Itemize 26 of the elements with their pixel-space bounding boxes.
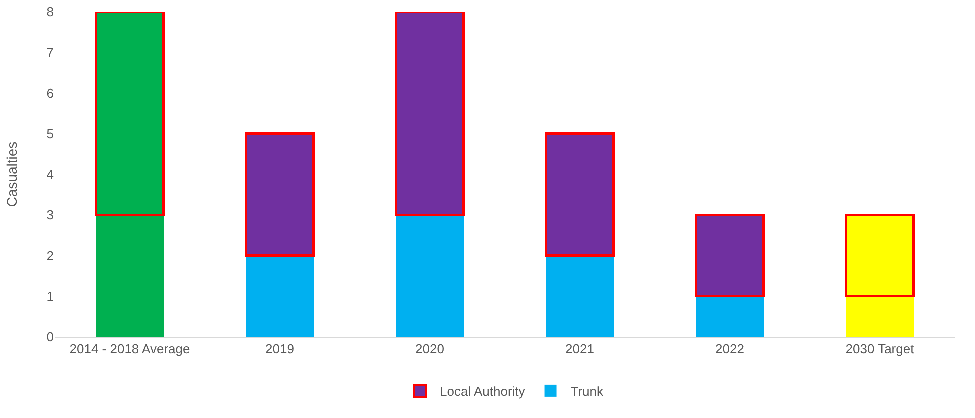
- y-tick-label: 5: [46, 126, 54, 142]
- bar: [246, 256, 314, 337]
- x-tick-label: 2021: [566, 342, 594, 357]
- x-tick-label: 2022: [716, 342, 744, 357]
- legend-label: Local Authority: [440, 384, 526, 400]
- bar: [396, 215, 464, 337]
- y-tick-label: 3: [46, 208, 54, 223]
- bar: [545, 132, 615, 257]
- x-tick-label: 2019: [266, 342, 294, 357]
- y-axis-title: Casualties: [4, 142, 20, 208]
- x-tick-label: 2014 - 2018 Average: [70, 342, 190, 357]
- y-tick-label: 2: [46, 248, 54, 264]
- x-tick-label: 2020: [416, 342, 444, 357]
- x-tick-label: 2030 Target: [846, 342, 915, 357]
- y-tick-label: 7: [46, 45, 54, 60]
- y-tick-label: 8: [46, 4, 54, 20]
- y-tick-label: 6: [46, 86, 54, 101]
- bar: [245, 132, 315, 257]
- bar: [695, 214, 765, 298]
- y-tick-label: 4: [46, 167, 54, 182]
- legend-label: Trunk: [570, 384, 604, 400]
- y-tick-label: 0: [46, 330, 54, 345]
- y-tick-label: 1: [46, 288, 54, 304]
- bar: [395, 12, 465, 216]
- bar: [546, 256, 614, 337]
- bar: [696, 296, 764, 337]
